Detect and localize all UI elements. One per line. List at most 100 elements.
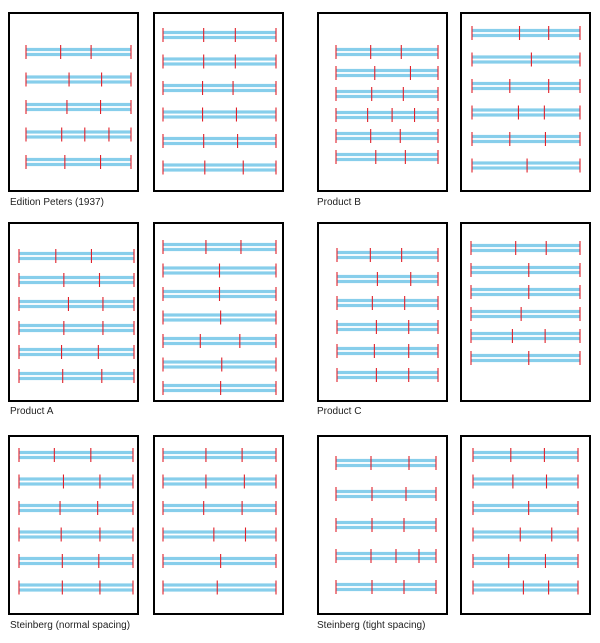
staff bbox=[336, 68, 438, 73]
music-system bbox=[335, 45, 439, 59]
staff bbox=[163, 168, 276, 172]
staff bbox=[337, 327, 438, 332]
page-thumbnail bbox=[8, 12, 139, 192]
staff bbox=[163, 383, 276, 388]
caption-product-c: Product C bbox=[317, 406, 362, 417]
staff bbox=[163, 242, 276, 247]
staff bbox=[337, 322, 438, 327]
music-system bbox=[162, 81, 277, 95]
staff bbox=[471, 309, 580, 314]
music-system bbox=[471, 52, 581, 67]
music-system bbox=[335, 129, 439, 143]
music-system bbox=[336, 248, 439, 262]
staff bbox=[471, 336, 580, 341]
music-system bbox=[335, 150, 439, 164]
staff bbox=[336, 73, 438, 78]
page-frame bbox=[153, 435, 284, 615]
staff bbox=[336, 115, 438, 120]
music-system bbox=[162, 263, 277, 278]
music-system bbox=[336, 344, 439, 358]
staff bbox=[163, 163, 276, 167]
music-system bbox=[470, 351, 581, 365]
music-system bbox=[18, 297, 135, 311]
music-system bbox=[18, 249, 135, 263]
staff bbox=[336, 89, 438, 94]
staff bbox=[163, 482, 276, 486]
music-system bbox=[335, 549, 437, 563]
staff bbox=[337, 370, 438, 375]
staff bbox=[336, 494, 436, 499]
staff bbox=[336, 157, 438, 162]
music-system bbox=[470, 329, 581, 343]
music-system bbox=[18, 273, 135, 287]
staff bbox=[163, 83, 276, 88]
music-system bbox=[162, 310, 277, 325]
staff bbox=[26, 52, 131, 57]
music-system bbox=[472, 448, 579, 462]
music-system bbox=[335, 87, 439, 101]
staff bbox=[19, 455, 133, 460]
music-system bbox=[471, 105, 581, 120]
staff bbox=[337, 250, 438, 255]
page-frame bbox=[153, 12, 284, 192]
staff bbox=[163, 313, 276, 317]
caption-edition-peters: Edition Peters (1937) bbox=[10, 197, 104, 208]
music-system bbox=[25, 100, 132, 114]
staff bbox=[19, 323, 134, 328]
music-system bbox=[162, 357, 277, 372]
staff bbox=[472, 161, 580, 165]
music-system bbox=[162, 28, 277, 42]
staff bbox=[472, 139, 580, 144]
staff bbox=[163, 365, 276, 369]
staff bbox=[472, 108, 580, 112]
music-system bbox=[18, 448, 134, 462]
staff bbox=[163, 318, 276, 322]
staff bbox=[336, 463, 436, 468]
page-frame bbox=[8, 435, 139, 615]
staff bbox=[337, 255, 438, 260]
staff bbox=[336, 136, 438, 141]
page-thumbnail bbox=[8, 222, 139, 402]
music-system bbox=[18, 345, 135, 359]
staff bbox=[336, 458, 436, 463]
staff bbox=[473, 455, 578, 460]
staff bbox=[19, 256, 134, 261]
music-system bbox=[162, 474, 277, 489]
staff bbox=[163, 477, 276, 481]
music-system bbox=[472, 580, 579, 595]
music-system bbox=[162, 160, 277, 175]
page-frame bbox=[460, 12, 591, 192]
staff bbox=[163, 35, 276, 40]
staff bbox=[337, 303, 438, 308]
staff bbox=[163, 388, 276, 393]
staff bbox=[163, 336, 276, 341]
page-frame bbox=[317, 12, 448, 192]
staff bbox=[163, 30, 276, 35]
music-system bbox=[335, 487, 437, 501]
staff bbox=[336, 582, 436, 587]
staff bbox=[337, 351, 438, 356]
page-thumbnail bbox=[317, 435, 448, 615]
page-frame bbox=[460, 435, 591, 615]
staff bbox=[472, 81, 580, 86]
staff bbox=[19, 503, 133, 508]
music-system bbox=[162, 501, 277, 515]
staff bbox=[19, 376, 134, 381]
staff bbox=[163, 360, 276, 364]
staff bbox=[471, 292, 580, 297]
staff bbox=[19, 347, 134, 352]
music-system bbox=[18, 501, 134, 515]
staff bbox=[26, 80, 131, 84]
staff bbox=[473, 530, 578, 534]
staff bbox=[471, 265, 580, 270]
staff bbox=[336, 556, 436, 561]
music-system bbox=[472, 554, 579, 568]
music-system bbox=[470, 307, 581, 321]
staff bbox=[472, 60, 580, 64]
staff bbox=[473, 482, 578, 486]
staff bbox=[472, 86, 580, 91]
staff bbox=[26, 162, 131, 167]
caption-steinberg-tight: Steinberg (tight spacing) bbox=[317, 620, 426, 631]
music-system bbox=[18, 527, 134, 542]
staff bbox=[163, 62, 276, 66]
